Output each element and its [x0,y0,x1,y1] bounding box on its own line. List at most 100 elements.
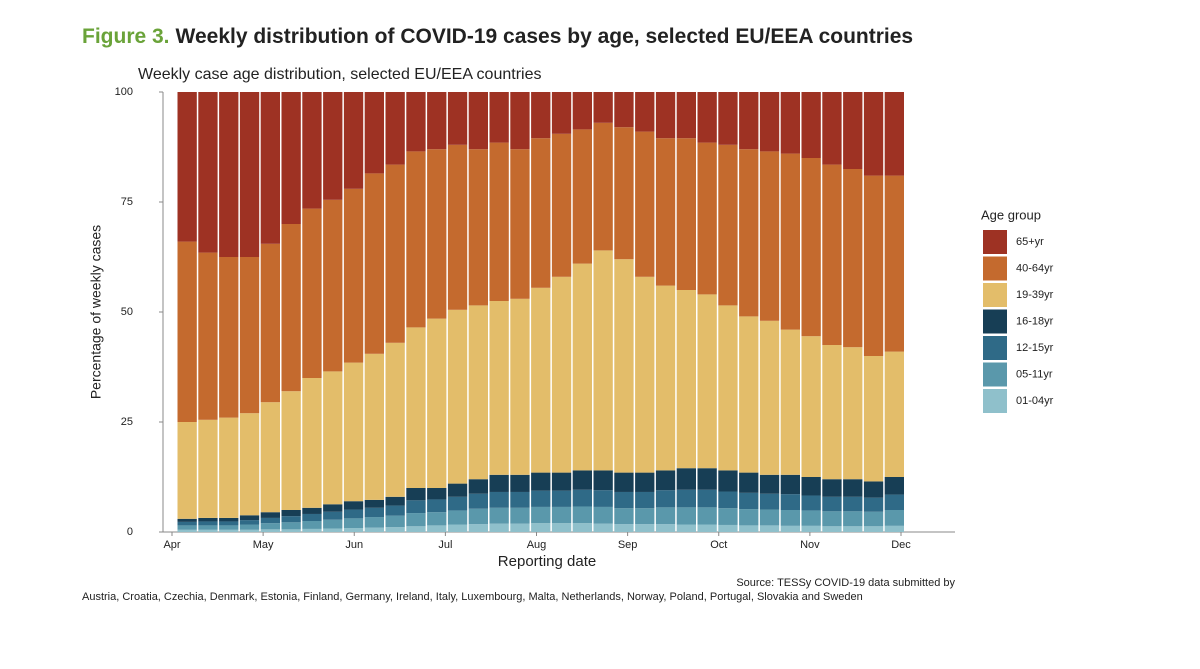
bar-segment [510,491,530,508]
bar-segment [364,92,384,174]
bar-segment [780,510,800,526]
bar-segment [780,153,800,330]
bar-segment [302,378,322,508]
bar-segment [697,489,717,508]
bar-segment [198,92,218,253]
x-tick-label: Nov [800,539,820,551]
bar-segment [468,524,488,532]
x-tick-label: May [253,539,274,551]
bar-segment [239,257,260,414]
bar-segment [801,525,821,532]
bar-segment [177,518,197,522]
bar-segment [572,489,592,507]
bar-segment [281,529,301,532]
bar-segment [468,92,488,150]
y-tick-label: 50 [121,306,133,318]
bar-segment [364,527,384,532]
bar-segment [489,523,509,532]
bar-segment [239,92,260,257]
bar-segment [843,479,863,497]
bar-segment [863,526,884,532]
bar-segment [510,149,530,299]
bar-segment [801,495,821,511]
legend-label: 01-04yr [1016,395,1054,407]
bar-segment [302,208,322,378]
bar-segment [323,511,343,520]
bar-segment [427,499,447,513]
bar-segment [531,506,551,524]
bar-segment [739,472,759,493]
bar-segment [531,523,551,532]
bar-segment [198,419,218,518]
bar-segment [198,529,218,532]
bar-segment [447,144,468,310]
bar-segment [593,506,613,524]
bar-segment [884,494,904,510]
bar-segment [718,305,738,471]
bar-segment [406,500,426,514]
bar-segment [697,92,717,143]
bar-segment [531,490,551,507]
bar-segment [822,526,842,532]
bar-segment [822,511,842,527]
bar-segment [406,92,426,152]
bar-segment [489,142,509,301]
bar-segment [260,243,280,403]
bar-segment [863,175,884,356]
bar-segment [323,504,343,512]
bar-segment [447,510,468,525]
bar-segment [655,285,676,471]
x-axis-label: Reporting date [498,553,596,570]
legend-swatch [983,309,1007,334]
bar-segment [780,474,800,495]
bar-segment [323,528,343,532]
bar-segment [239,529,260,532]
bar-segment [739,316,759,473]
bar-segment [759,509,780,526]
bar-segment [198,252,218,420]
bar-segment [364,353,384,500]
bar-segment [447,483,468,497]
bar-segment [635,524,655,532]
x-tick-label: Sep [618,539,638,551]
bar-segment [572,263,592,471]
bar-segment [323,519,343,529]
bar-segment [863,481,884,498]
bar-segment [739,492,759,510]
bar-segment [198,517,218,522]
bar-segment [510,298,530,475]
legend-label: 19-39yr [1016,289,1054,301]
bar-segment [406,488,426,501]
bar-segment [655,470,676,491]
bar-segment [447,496,468,511]
bar-segment [614,472,634,492]
bar-segment [884,477,904,495]
bar-segment [343,501,364,510]
bar-segment [655,138,676,286]
bar-segment [676,92,696,139]
bar-segment [676,138,696,290]
bar-segment [302,521,322,529]
bar-segment [239,515,260,521]
bar-segment [468,508,488,525]
bar-segment [281,510,301,517]
bar-segment [572,506,592,524]
bar-segment [343,509,364,519]
bar-segment [843,169,863,348]
bar-segment [323,92,343,200]
bar-segment [364,517,384,528]
bar-segment [780,329,800,475]
bar-segment [614,259,634,473]
bar-segment [759,320,780,475]
bar-segment [468,149,488,306]
legend-swatch [983,336,1007,360]
bar-segment [822,496,842,512]
bar-segment [718,144,738,306]
bar-segment [614,92,634,128]
bar-segment [780,494,800,510]
bar-segment [655,92,676,139]
bar-segment [780,92,800,154]
bar-segment [323,199,343,372]
